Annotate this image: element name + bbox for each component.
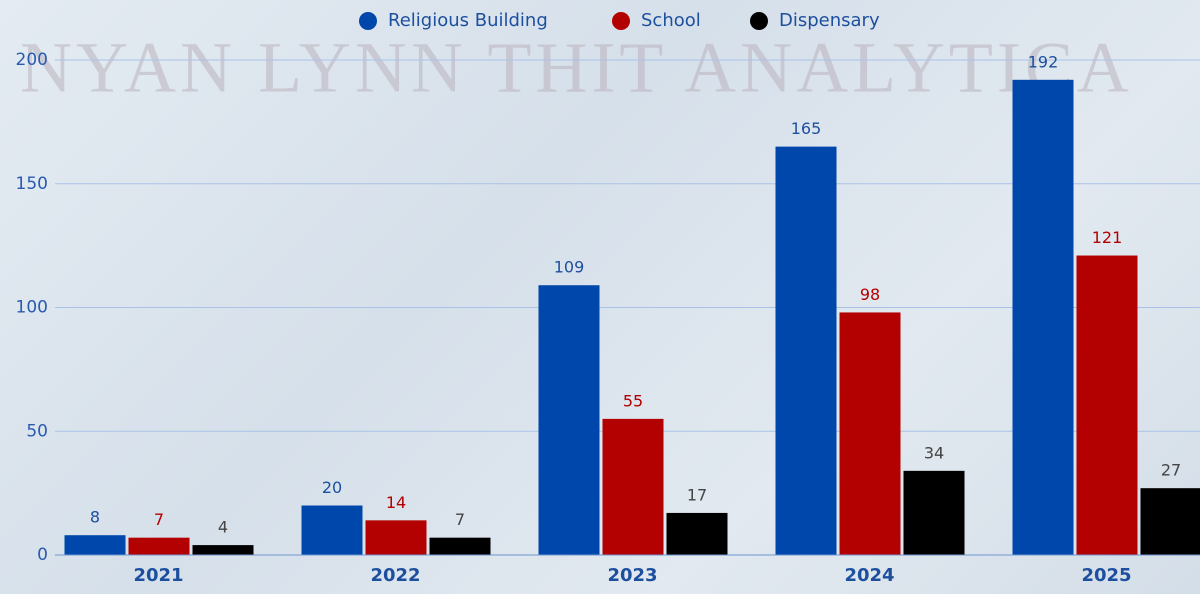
bar bbox=[64, 535, 126, 555]
x-tick-label: 2022 bbox=[370, 565, 420, 586]
data-label: 8 bbox=[90, 508, 100, 527]
y-tick-label: 200 bbox=[16, 50, 48, 70]
bar bbox=[538, 285, 600, 555]
bar bbox=[602, 418, 664, 555]
data-label: 121 bbox=[1092, 228, 1123, 247]
bar bbox=[128, 537, 190, 555]
data-label: 109 bbox=[554, 258, 585, 277]
bar bbox=[1012, 79, 1074, 556]
x-tick-label: 2021 bbox=[133, 565, 183, 586]
legend-marker bbox=[359, 12, 377, 30]
watermark: NYAN LYNN THIT ANALYTICA bbox=[20, 28, 1133, 108]
data-label: 14 bbox=[386, 493, 406, 512]
legend-label: Religious Building bbox=[388, 10, 548, 31]
data-label: 27 bbox=[1161, 461, 1181, 480]
bar bbox=[365, 520, 427, 555]
y-tick-label: 50 bbox=[26, 421, 48, 441]
bar bbox=[775, 146, 837, 555]
data-label: 20 bbox=[322, 478, 342, 497]
data-label: 34 bbox=[924, 443, 944, 462]
data-label: 4 bbox=[218, 518, 228, 537]
bar bbox=[301, 505, 363, 555]
bar bbox=[192, 545, 254, 555]
legend-marker bbox=[750, 12, 768, 30]
data-label: 98 bbox=[860, 285, 880, 304]
bar bbox=[666, 512, 728, 555]
legend-marker bbox=[612, 12, 630, 30]
y-tick-label: 150 bbox=[16, 174, 48, 194]
x-tick-label: 2024 bbox=[844, 565, 894, 586]
data-label: 55 bbox=[623, 391, 643, 410]
x-tick-label: 2025 bbox=[1081, 565, 1131, 586]
bar bbox=[1140, 488, 1200, 555]
bar bbox=[903, 470, 965, 555]
data-label: 17 bbox=[687, 485, 707, 504]
bar bbox=[429, 537, 491, 555]
y-tick-label: 100 bbox=[16, 298, 48, 318]
data-label: 7 bbox=[154, 510, 164, 529]
legend-label: Dispensary bbox=[779, 10, 880, 31]
x-tick-label: 2023 bbox=[607, 565, 657, 586]
data-label: 192 bbox=[1028, 52, 1059, 71]
data-label: 165 bbox=[791, 119, 822, 138]
legend-label: School bbox=[641, 10, 701, 31]
bar bbox=[839, 312, 901, 555]
data-label: 7 bbox=[455, 510, 465, 529]
y-tick-label: 0 bbox=[37, 545, 48, 565]
bar bbox=[1076, 255, 1138, 555]
